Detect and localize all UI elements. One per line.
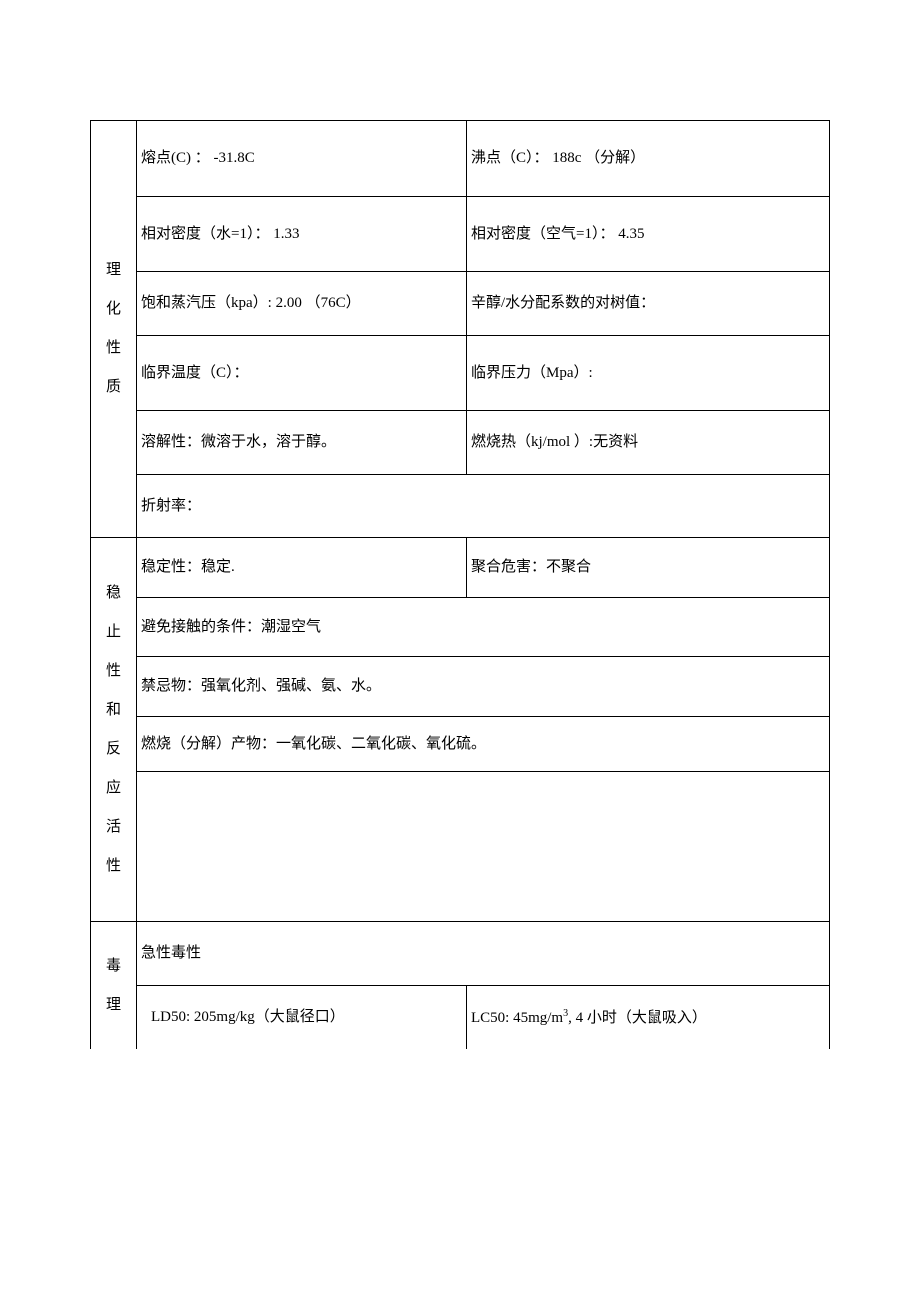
document-page: 理化性质 熔点(C) ： -31.8C 沸点（C）： 188c （分解） 相对密… (0, 0, 920, 1249)
cell-critical-temp: 临界温度（C）： (137, 335, 467, 411)
cell-acute-toxicity: 急性毒性 (137, 922, 830, 986)
cell-polymerization: 聚合危害：不聚合 (467, 538, 830, 598)
cell-solubility: 溶解性：微溶于水，溶于醇。 (137, 411, 467, 475)
cell-avoid-conditions: 避免接触的条件：潮湿空气 (137, 597, 830, 657)
table-row: LD50: 205mg/kg（大鼠径口） LC50: 45mg/m3, 4 小时… (91, 985, 830, 1049)
table-row: 燃烧（分解）产物：一氧化碳、二氧化碳、氧化硫。 (91, 716, 830, 772)
table-row: 饱和蒸汽压（kpa）: 2.00 （76C） 辛醇/水分配系数的对树值： (91, 272, 830, 336)
cell-boiling-point: 沸点（C）： 188c （分解） (467, 121, 830, 197)
table-row: 相对密度（水=1）： 1.33 相对密度（空气=1）： 4.35 (91, 196, 830, 272)
table-row: 理化性质 熔点(C) ： -31.8C 沸点（C）： 188c （分解） (91, 121, 830, 197)
table-row (91, 772, 830, 922)
lc50-post: , 4 小时（大鼠吸入） (568, 1010, 707, 1026)
section-label-tox: 毒理 (91, 922, 137, 1050)
lc50-pre: LC50: 45mg/m (471, 1010, 563, 1026)
table-row: 临界温度（C）： 临界压力（Mpa）: (91, 335, 830, 411)
table-row: 禁忌物：强氧化剂、强碱、氨、水。 (91, 657, 830, 717)
cell-decomposition: 燃烧（分解）产物：一氧化碳、二氧化碳、氧化硫。 (137, 716, 830, 772)
table-row: 折射率： (91, 474, 830, 538)
table-row: 避免接触的条件：潮湿空气 (91, 597, 830, 657)
cell-spacer (137, 772, 830, 922)
cell-melting-point: 熔点(C) ： -31.8C (137, 121, 467, 197)
properties-table: 理化性质 熔点(C) ： -31.8C 沸点（C）： 188c （分解） 相对密… (90, 120, 830, 1049)
cell-incompatibilities: 禁忌物：强氧化剂、强碱、氨、水。 (137, 657, 830, 717)
table-row: 溶解性：微溶于水，溶于醇。 燃烧热（kj/mol ）:无资料 (91, 411, 830, 475)
cell-heat-combustion: 燃烧热（kj/mol ）:无资料 (467, 411, 830, 475)
table-row: 稳止性和反应活性 稳定性：稳定. 聚合危害：不聚合 (91, 538, 830, 598)
section-label-stability: 稳止性和反应活性 (91, 538, 137, 922)
cell-critical-pressure: 临界压力（Mpa）: (467, 335, 830, 411)
cell-ld50: LD50: 205mg/kg（大鼠径口） (137, 985, 467, 1049)
cell-refractive-index: 折射率： (137, 474, 830, 538)
cell-rel-density-water: 相对密度（水=1）： 1.33 (137, 196, 467, 272)
cell-rel-density-air: 相对密度（空气=1）： 4.35 (467, 196, 830, 272)
cell-lc50: LC50: 45mg/m3, 4 小时（大鼠吸入） (467, 985, 830, 1049)
cell-vapor-pressure: 饱和蒸汽压（kpa）: 2.00 （76C） (137, 272, 467, 336)
table-row: 毒理 急性毒性 (91, 922, 830, 986)
cell-partition-coeff: 辛醇/水分配系数的对树值： (467, 272, 830, 336)
section-label-phys-chem: 理化性质 (91, 121, 137, 538)
cell-stability: 稳定性：稳定. (137, 538, 467, 598)
